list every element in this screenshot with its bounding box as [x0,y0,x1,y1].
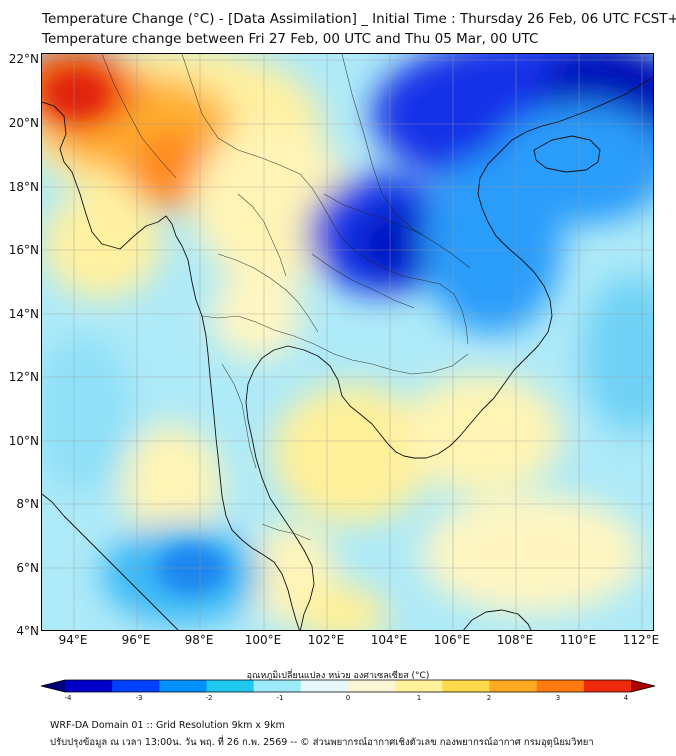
colorbar-outline [40,679,656,693]
border-laos-vietnam [341,54,471,269]
graticule [42,54,653,630]
colorbar [40,679,656,693]
lon-label-98e: 98°E [184,633,214,647]
lat-label-16n: 16°N [8,243,39,257]
warm-area-south-china-sea [422,494,642,614]
map-title: Temperature Change (°C) - [Data Assimila… [42,11,676,27]
hot-spot-corner [47,72,107,116]
border-province-1 [217,253,319,333]
colorbar-tick-0: 0 [345,694,351,702]
colorbar-segment [253,680,302,692]
lon-label-96e: 96°E [121,633,151,647]
colorbar-segment [442,680,491,692]
lat-label-12n: 12°N [8,370,39,384]
lon-label-106e: 106°E [433,633,471,647]
colorbar-segment [395,680,443,692]
colorbar-tick-minus3: -3 [135,694,143,702]
border-province-4 [311,253,415,309]
colorbar-segment [489,680,538,692]
colorbar-segment [583,680,632,692]
coastline-sumatra [42,493,179,630]
lon-label-102e: 102°E [307,633,345,647]
coastline-east [245,76,653,630]
colorbar-segment [631,680,655,692]
colorbar-tick-minus4: -4 [64,694,72,702]
border-laos-thailand [181,54,469,345]
colorbar-tick-3: 3 [555,694,561,702]
border-cambodia [201,315,469,375]
lat-label-6n: 6°N [16,561,39,575]
lon-label-94e: 94°E [58,633,88,647]
colorbar-segment [300,680,349,692]
lon-label-108e: 108°E [496,633,534,647]
colorbar-label: อุณหภูมิเปลี่ยนแปลง หน่วย องศาเซลเซียส (… [246,671,430,681]
coastline-west [42,101,300,630]
map-canvas [42,54,653,630]
lon-label-112e: 112°E [622,633,660,647]
colorbar-tick-minus2: -2 [205,694,213,702]
border-malaysia [261,523,311,541]
warm-area-andaman [122,424,222,544]
cool-area-west [42,334,132,494]
lat-label-4n: 4°N [16,624,39,638]
coastlines [42,76,653,630]
border-peninsula [221,363,257,469]
colorbar-segments [41,680,655,692]
colorbar-segment [112,680,160,692]
warm-area-gulf [272,384,432,524]
border-province-2 [237,193,287,277]
cold-spot-sumatra [157,544,227,594]
lon-label-104e: 104°E [370,633,408,647]
border-province-3 [323,193,423,235]
colorbar-tick-minus1: -1 [276,694,284,702]
admin-borders [101,54,471,541]
colorbar-tick-4: 4 [623,694,629,702]
lat-label-8n: 8°N [16,497,39,511]
colorbar-segment [536,680,585,692]
colorbar-segment [206,680,255,692]
colorbar-segment [348,680,396,692]
border-myanmar-north [101,54,177,179]
lat-label-22n: 22°N [8,52,39,66]
lat-label-18n: 18°N [8,180,39,194]
colorbar-tick-2: 2 [486,694,492,702]
footer-domain-info: WRF-DA Domain 01 :: Grid Resolution 9km … [50,720,285,731]
field-details [47,72,227,594]
coastline-hainan [533,135,601,173]
footer-credits: ปรับปรุงข้อมูล ณ เวลา 13:00น. วัน พฤ. ที… [50,737,594,748]
colorbar-segment [159,680,208,692]
colorbar-tick-1: 1 [416,694,422,702]
warm-area-south [297,584,387,630]
lon-label-110e: 110°E [559,633,597,647]
colorbar-segment [65,680,113,692]
lon-label-100e: 100°E [244,633,282,647]
warm-area-south-vietnam [402,374,562,494]
temperature-change-map[interactable] [41,53,654,631]
coastline-borneo [463,609,532,630]
lat-label-14n: 14°N [8,307,39,321]
cool-area-hainan [492,104,653,224]
lat-label-10n: 10°N [8,434,39,448]
lat-label-20n: 20°N [8,116,39,130]
map-subtitle: Temperature change between Fri 27 Feb, 0… [42,31,539,47]
colorbar-segment [41,680,65,692]
